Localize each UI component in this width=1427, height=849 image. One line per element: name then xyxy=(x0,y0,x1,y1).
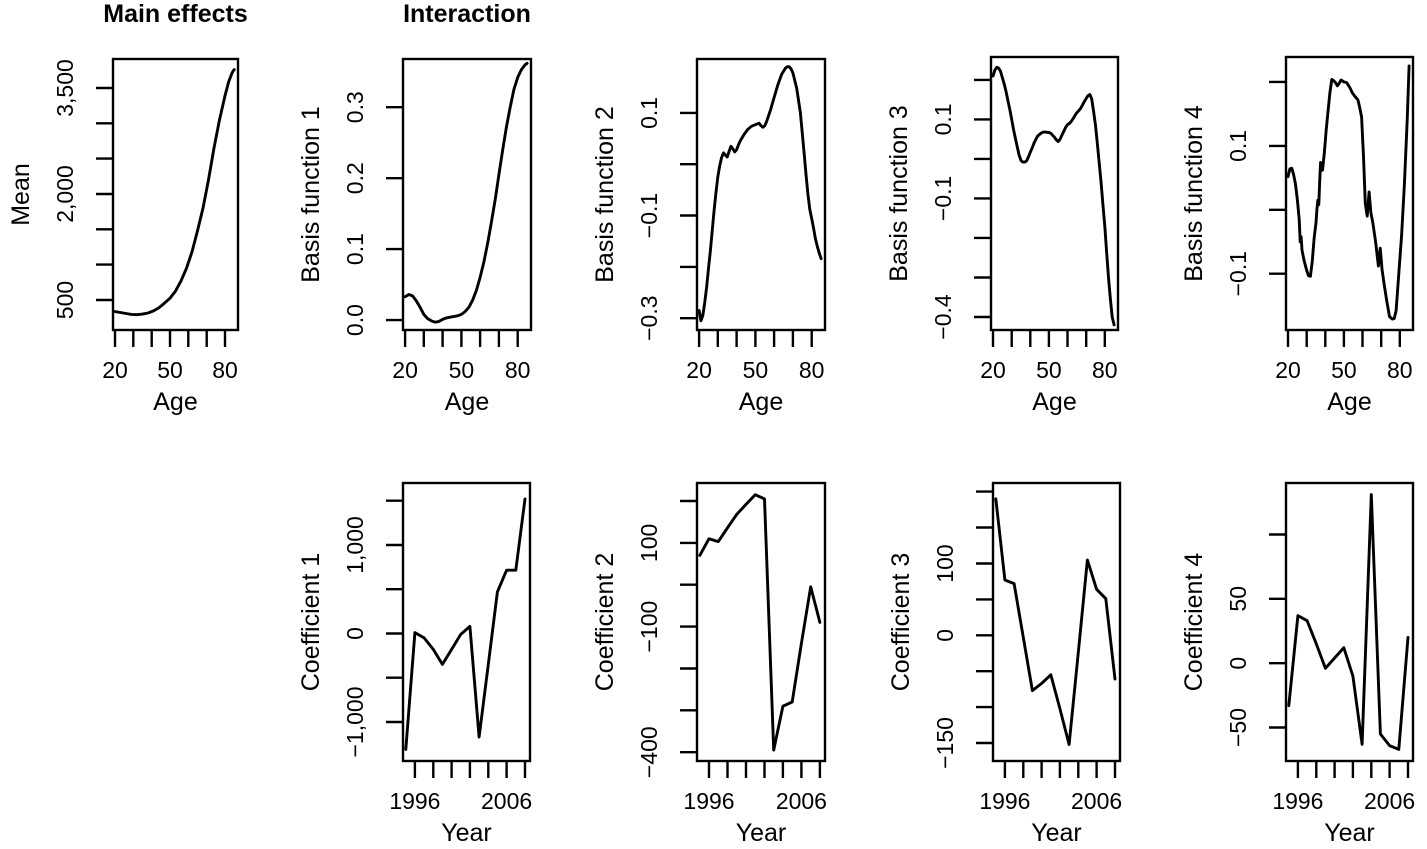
plot-box xyxy=(401,481,532,763)
x-axis-title: Age xyxy=(1032,388,1076,416)
y-tick-label: −150 xyxy=(932,717,958,769)
plot-basis-function-1: 20 50 80 0.0 0.1 0.2 0.3 Age Basis function 1 Int… xyxy=(297,0,533,416)
y-axis-title: Basis function 4 xyxy=(1180,105,1208,282)
y-tick-label: −0.1 xyxy=(636,193,662,238)
series-line xyxy=(994,497,1117,746)
y-tick-label: 1,000 xyxy=(342,516,368,574)
plot-coefficient-4: 1996 2006 −50 0 50 Year Coefficient 4 xyxy=(1180,481,1415,847)
column-header: Interaction xyxy=(403,0,531,28)
series-line xyxy=(403,61,529,324)
y-tick-label: −400 xyxy=(636,726,662,778)
y-tick-label: 0.2 xyxy=(342,162,368,194)
y-axis-title: Coefficient 1 xyxy=(297,553,325,692)
x-tick-label: 80 xyxy=(1387,357,1413,383)
series-line xyxy=(1287,493,1410,751)
plot-basis-function-3: 20 50 80 −0.4 −0.1 0.1 Age Basis function 3 xyxy=(885,55,1120,416)
x-tick-label: 20 xyxy=(980,357,1006,383)
y-tick-label: 0.0 xyxy=(342,304,368,336)
plot-coefficient-3: 1996 2006 −150 0 100 Year Coefficient 3 xyxy=(887,481,1122,847)
series-line xyxy=(113,68,236,317)
y-tick-label: 0.1 xyxy=(636,97,662,129)
y-tick-label: 0 xyxy=(1225,657,1251,670)
x-tick-label: 20 xyxy=(686,357,712,383)
y-axis-title: Basis function 2 xyxy=(591,106,619,283)
y-tick-label: 0 xyxy=(342,627,368,640)
plot-box xyxy=(991,481,1122,763)
plot-mean: 20 50 80 500 2,000 3,500 Age Mean Main effects xyxy=(7,0,248,416)
y-tick-label: −0.1 xyxy=(930,176,956,221)
y-tick-label: −1,000 xyxy=(342,687,368,758)
y-axis-title: Mean xyxy=(7,163,35,226)
y-axis-title: Basis function 3 xyxy=(885,105,913,282)
y-tick-label: 100 xyxy=(636,524,662,562)
x-axis-title: Age xyxy=(1327,388,1371,416)
x-tick-label: 80 xyxy=(505,357,531,383)
y-tick-label: 3,500 xyxy=(52,59,78,117)
y-tick-label: 0.1 xyxy=(930,103,956,135)
y-axis-title: Basis function 1 xyxy=(297,106,325,283)
y-axis-title: Coefficient 4 xyxy=(1180,553,1208,692)
x-tick-label: 2006 xyxy=(1071,788,1122,814)
series-line xyxy=(697,65,823,323)
y-tick-label: −0.3 xyxy=(636,295,662,340)
x-tick-label: 2006 xyxy=(1364,788,1415,814)
x-tick-label: 50 xyxy=(449,357,475,383)
x-tick-label: 50 xyxy=(157,357,183,383)
plot-basis-function-2: 20 50 80 −0.3 −0.1 0.1 Age Basis function 2 xyxy=(591,57,827,416)
x-axis-title: Age xyxy=(739,388,783,416)
x-tick-label: 2006 xyxy=(776,788,827,814)
x-tick-label: 80 xyxy=(799,357,825,383)
x-tick-label: 1996 xyxy=(389,788,440,814)
x-axis-title: Year xyxy=(441,819,492,847)
x-tick-label: 1996 xyxy=(979,788,1030,814)
series-line xyxy=(1286,64,1411,321)
plot-basis-function-4: 20 50 80 −0.1 0.1 Age Basis function 4 xyxy=(1180,55,1415,416)
x-axis-title: Year xyxy=(736,819,787,847)
x-tick-label: 1996 xyxy=(683,788,734,814)
x-tick-label: 20 xyxy=(392,357,418,383)
y-tick-label: −50 xyxy=(1225,708,1251,747)
x-axis-title: Age xyxy=(153,388,197,416)
x-tick-label: 50 xyxy=(1331,357,1357,383)
x-tick-label: 20 xyxy=(102,357,128,383)
y-tick-label: 50 xyxy=(1225,586,1251,612)
series-line xyxy=(991,65,1116,327)
x-tick-label: 1996 xyxy=(1272,788,1323,814)
plot-box xyxy=(695,481,827,763)
y-tick-label: 2,000 xyxy=(52,165,78,223)
plot-box xyxy=(401,57,533,332)
y-tick-label: 0.3 xyxy=(342,91,368,123)
plot-box xyxy=(1284,55,1415,332)
y-tick-label: 0 xyxy=(932,629,958,642)
y-tick-label: 0.1 xyxy=(342,233,368,265)
x-tick-label: 20 xyxy=(1275,357,1301,383)
y-axis-title: Coefficient 3 xyxy=(887,553,915,692)
series-line xyxy=(698,493,822,752)
x-tick-label: 50 xyxy=(1036,357,1062,383)
plot-box xyxy=(989,55,1120,332)
y-tick-label: −0.4 xyxy=(930,294,956,340)
y-tick-label: −100 xyxy=(636,601,662,653)
y-tick-label: −0.1 xyxy=(1225,251,1251,296)
column-header: Main effects xyxy=(103,0,247,28)
series-line xyxy=(404,497,527,751)
x-axis-title: Age xyxy=(445,388,489,416)
x-axis-title: Year xyxy=(1031,819,1082,847)
y-tick-label: 100 xyxy=(932,544,958,582)
plot-box xyxy=(1284,481,1415,763)
x-axis-title: Year xyxy=(1324,819,1375,847)
y-tick-label: 500 xyxy=(52,281,78,319)
plot-box xyxy=(695,57,827,332)
y-axis-title: Coefficient 2 xyxy=(591,553,619,692)
plot-coefficient-1: 1996 2006 −1,000 0 1,000 Year Coefficient 1 xyxy=(297,481,532,847)
x-tick-label: 80 xyxy=(212,357,238,383)
x-tick-label: 2006 xyxy=(481,788,532,814)
x-tick-label: 80 xyxy=(1092,357,1118,383)
x-tick-label: 50 xyxy=(743,357,769,383)
plot-coefficient-2: 1996 2006 −400 −100 100 Year Coefficient 2 xyxy=(591,481,827,847)
y-tick-label: 0.1 xyxy=(1225,130,1251,162)
